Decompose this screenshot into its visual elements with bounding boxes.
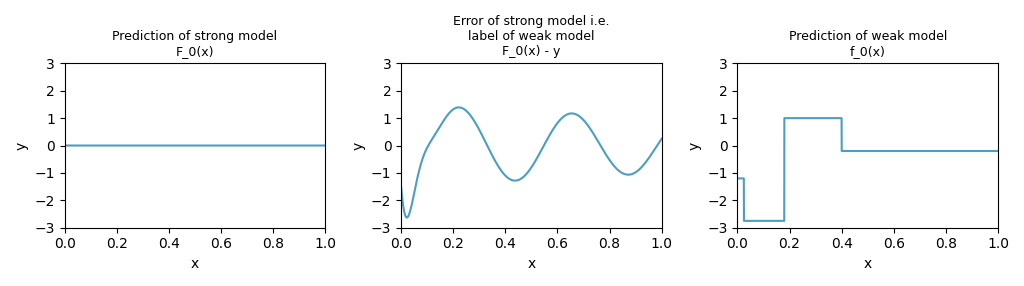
X-axis label: x: x	[863, 257, 871, 271]
Y-axis label: y: y	[688, 141, 701, 150]
X-axis label: x: x	[190, 257, 200, 271]
Title: Error of strong model i.e.
label of weak model
F_0(x) - y: Error of strong model i.e. label of weak…	[454, 15, 609, 58]
X-axis label: x: x	[527, 257, 536, 271]
Title: Prediction of strong model
F_0(x): Prediction of strong model F_0(x)	[113, 30, 278, 58]
Y-axis label: y: y	[351, 141, 366, 150]
Title: Prediction of weak model
f_0(x): Prediction of weak model f_0(x)	[788, 30, 947, 58]
Y-axis label: y: y	[15, 141, 29, 150]
